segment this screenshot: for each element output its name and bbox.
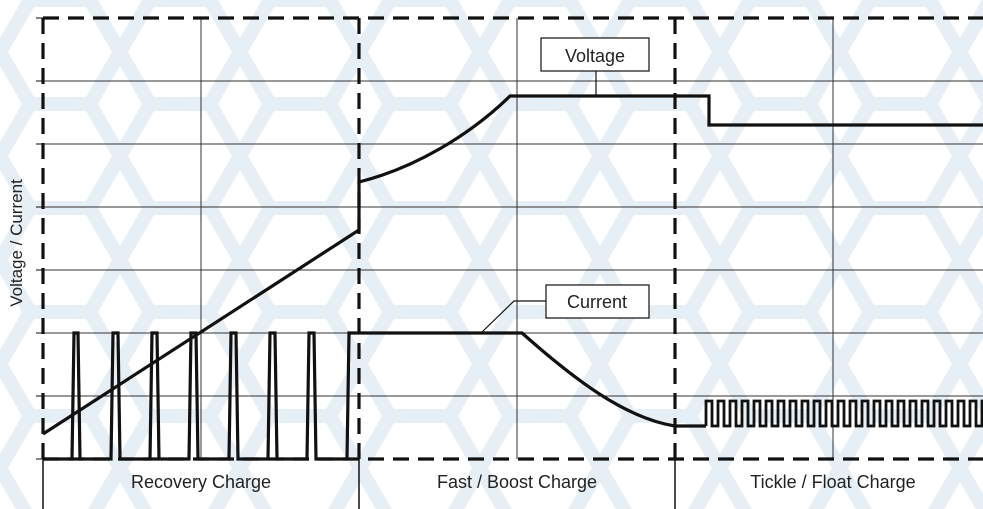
current-callout-box [545,284,650,319]
current-callout-leader [480,300,546,334]
voltage-callout-label: Voltage [565,46,625,66]
phase-label-fast-boost: Fast / Boost Charge [437,472,597,492]
phase-label-tickle-float: Tickle / Float Charge [750,472,915,492]
voltage-callout: Voltage [540,37,650,96]
voltage-callout-box [540,37,650,72]
y-axis-label: Voltage / Current [7,179,26,307]
phase-divider-ticks [42,459,676,509]
vertical-gridlines [200,18,834,459]
phase-label-recovery: Recovery Charge [131,472,271,492]
voltage-curve [42,94,983,436]
current-callout: Current [480,284,650,334]
current-pulses-recovery [43,331,359,461]
current-curve-boost [359,331,706,428]
current-pulses-trickle [704,399,983,428]
current-callout-label: Current [567,292,627,312]
